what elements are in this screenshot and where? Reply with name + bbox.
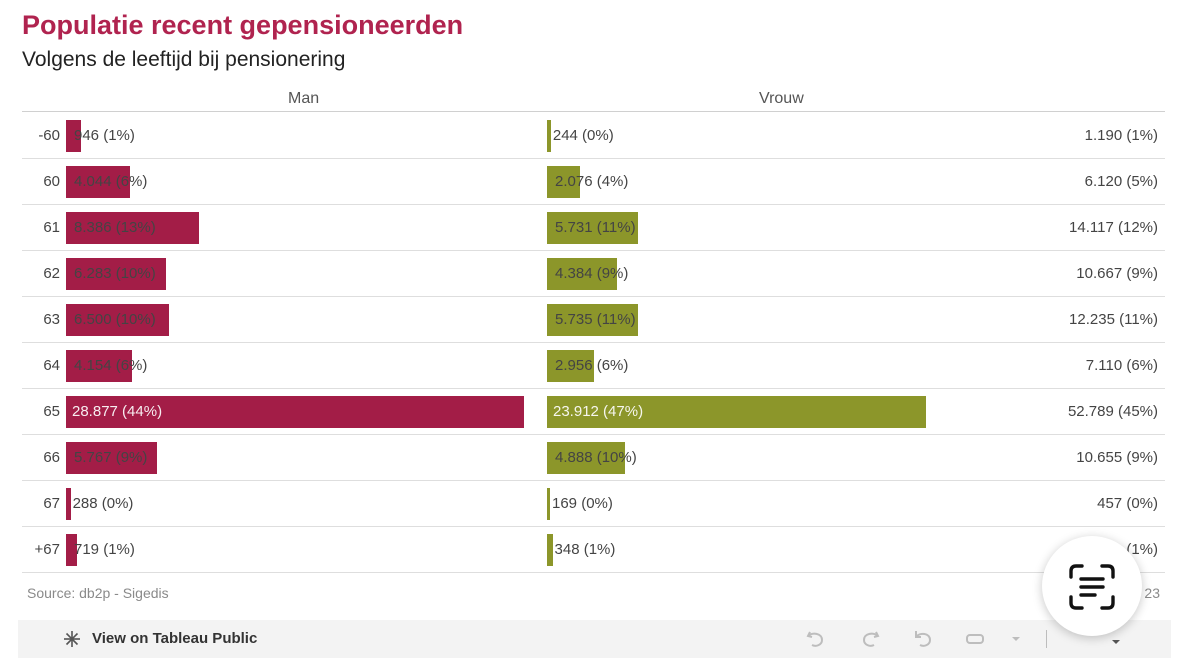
vrouw-bar[interactable] [547,488,550,520]
vrouw-value-label: 169 (0%) [552,495,613,512]
download-icon[interactable] [1104,628,1128,650]
share-icon[interactable] [964,628,988,650]
vrouw-bar[interactable] [547,350,594,382]
vrouw-value-label: 5.731 (11%) [555,219,636,236]
vrouw-value-label: 2.076 (4%) [555,173,629,190]
vrouw-value-label: 5.735 (11%) [555,311,636,328]
tableau-icon[interactable] [62,629,82,649]
total-value-label: 7.110 (6%) [1085,357,1158,374]
row-divider [22,342,1165,343]
source-label: Source: db2p - Sigedis [27,585,169,601]
column-header-man: Man [288,90,320,107]
toolbar-divider [1046,630,1047,648]
row-divider [22,434,1165,435]
age-label: +67 [34,541,60,558]
man-value-label: 719 (1%) [74,541,135,558]
man-value-label: 4.044 (6%) [74,173,148,190]
total-value-label: 6.120 (5%) [1084,173,1158,190]
view-on-tableau-link[interactable]: View on Tableau Public [92,630,258,647]
total-value-label: 10.667 (9%) [1076,265,1158,282]
vrouw-bar[interactable] [547,166,580,198]
row-divider [22,526,1165,527]
total-value-label: 14.117 (12%) [1069,219,1158,236]
man-value-label: 6.500 (10%) [74,311,156,328]
redo-icon[interactable] [858,628,882,650]
row-divider [22,480,1165,481]
age-label: 66 [43,449,60,466]
age-label: 62 [43,265,60,282]
man-bar[interactable] [66,488,71,520]
revert-icon[interactable] [912,628,936,650]
column-header-vrouw: Vrouw [759,90,804,107]
vrouw-bar[interactable] [547,258,617,290]
tableau-toolbar: View on Tableau Public [18,620,1171,658]
chart-title: Populatie recent gepensioneerden [22,10,464,40]
vrouw-value-label: 4.888 (10%) [555,449,637,466]
dropdown-arrow-icon[interactable] [1004,628,1028,650]
man-bar[interactable] [66,304,170,336]
vrouw-value-label: 4.384 (9%) [555,265,629,282]
man-value-label: 6.283 (10%) [74,265,156,282]
undo-icon[interactable] [804,628,828,650]
header-divider [22,111,1165,112]
man-value-label: 4.154 (6%) [74,357,148,374]
age-label: 65 [43,403,60,420]
row-divider [22,250,1165,251]
vrouw-bar[interactable] [547,120,551,152]
man-value-label: 946 (1%) [74,127,135,144]
age-label: 67 [43,495,60,512]
man-value-label: 288 (0%) [72,495,134,512]
total-value-label: 52.789 (45%) [1067,403,1158,420]
man-value-label: 8.386 (13%) [74,219,156,236]
row-divider [22,204,1165,205]
man-bar[interactable] [66,534,78,566]
vrouw-value-label: 23.912 (47%) [553,403,644,420]
chart-subtitle: Volgens de leeftijd bij pensionering [22,48,346,71]
total-value-label: 10.655 (9%) [1076,449,1158,466]
text-scan-icon [1067,562,1117,617]
vrouw-bar[interactable] [547,304,638,336]
man-value-label: 5.767 (9%) [74,449,148,466]
man-bar[interactable] [66,350,132,382]
vrouw-value-label: 2.956 (6%) [555,357,629,374]
vrouw-value-label: 348 (1%) [554,541,616,558]
total-value-label: 1.190 (1%) [1084,127,1158,144]
total-value-label: 12.235 (11%) [1069,311,1158,328]
man-bar[interactable] [66,258,166,290]
age-label: -60 [38,127,60,144]
total-value-label: (1%) [1126,541,1158,558]
man-bar[interactable] [66,166,131,198]
text-scan-button[interactable] [1042,536,1142,636]
age-label: 61 [43,219,60,236]
man-bar[interactable] [66,396,524,428]
row-divider [22,158,1165,159]
man-value-label: 28.877 (44%) [72,403,163,420]
row-divider [22,296,1165,297]
man-bar[interactable] [66,120,81,152]
source-right-label: 23 [1144,585,1160,601]
age-label: 64 [43,357,60,374]
vrouw-value-label: 244 (0%) [552,127,614,144]
row-divider [22,572,1165,573]
total-value-label: 457 (0%) [1097,495,1158,512]
man-bar[interactable] [66,442,158,474]
row-divider [22,388,1165,389]
vrouw-bar[interactable] [547,212,638,244]
vrouw-bar[interactable] [547,396,927,428]
man-bar[interactable] [66,212,199,244]
age-label: 60 [43,173,60,190]
vrouw-bar[interactable] [547,442,625,474]
vrouw-bar[interactable] [547,534,553,566]
age-label: 63 [43,311,60,328]
